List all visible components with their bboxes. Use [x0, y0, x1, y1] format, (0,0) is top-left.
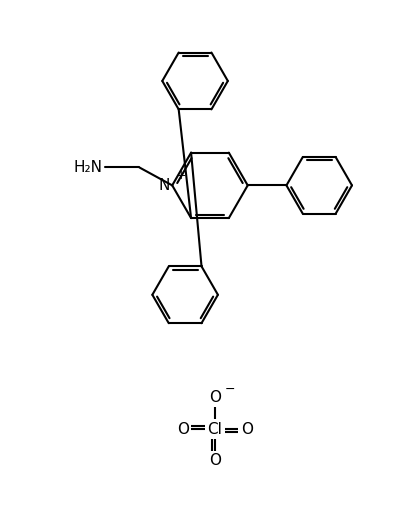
- Text: O: O: [209, 453, 221, 468]
- Text: O: O: [209, 390, 221, 405]
- Text: Cl: Cl: [207, 422, 222, 436]
- Text: −: −: [225, 383, 235, 396]
- Text: N: N: [159, 178, 170, 193]
- Text: H₂N: H₂N: [74, 160, 103, 175]
- Text: O: O: [177, 422, 189, 436]
- Text: O: O: [241, 422, 253, 436]
- Text: +: +: [176, 169, 187, 182]
